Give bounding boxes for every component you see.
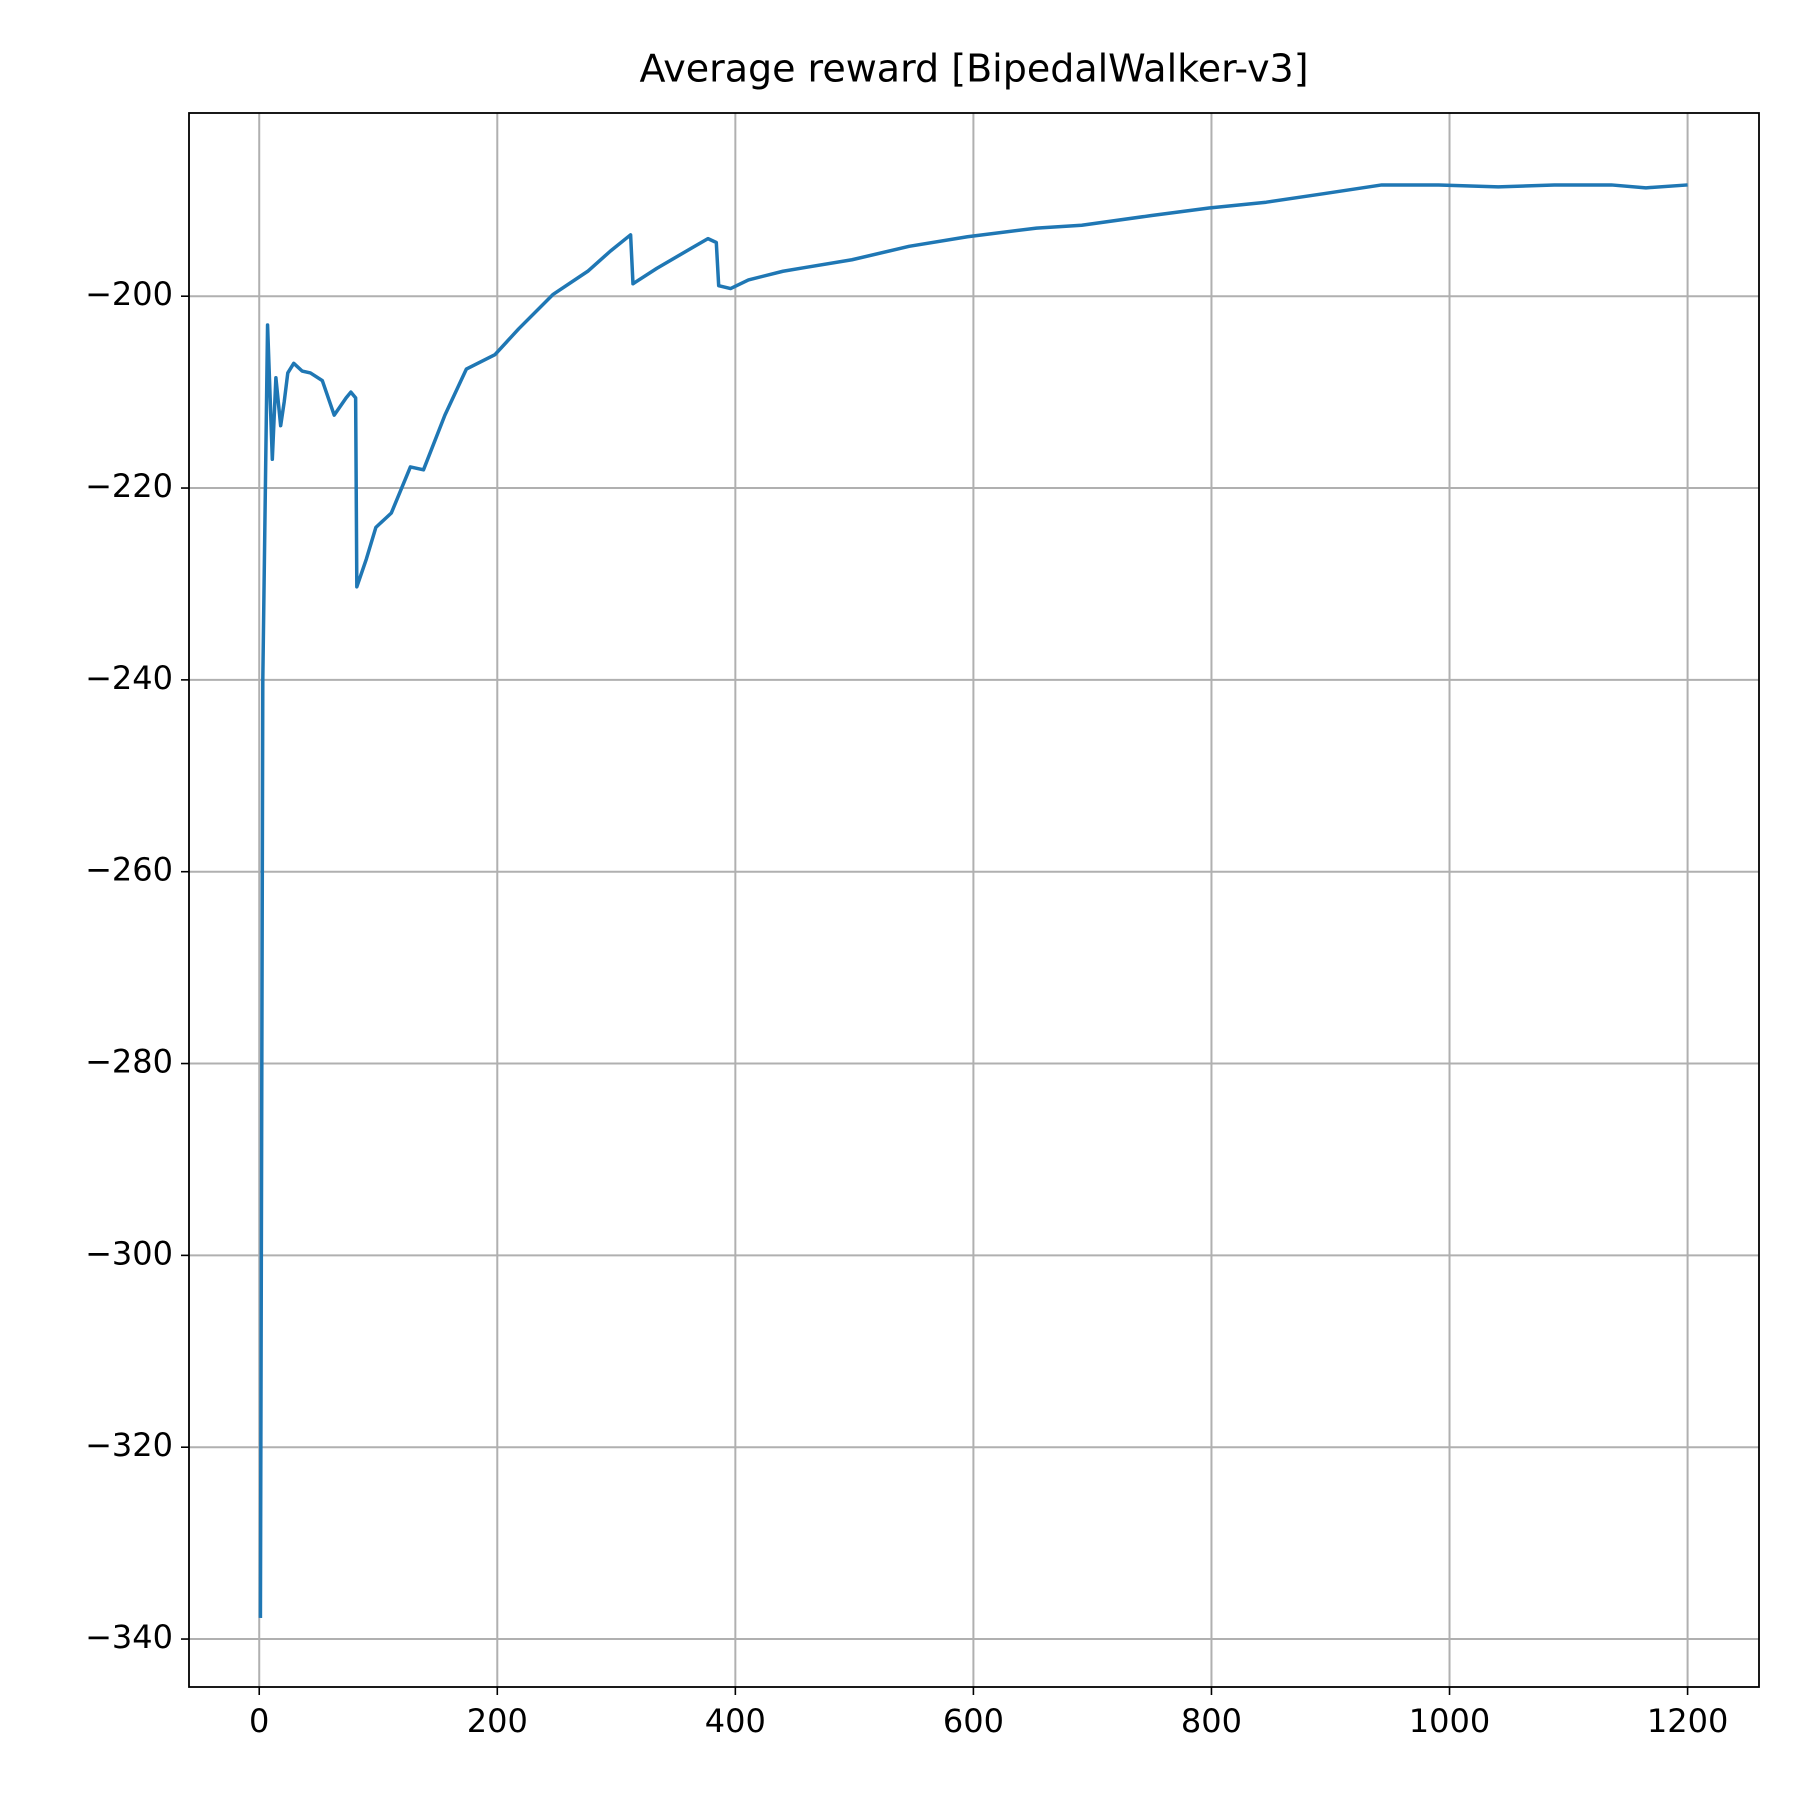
y-tick-label: −260 [85,851,173,889]
y-tick-label: −280 [85,1043,173,1081]
y-tick-label: −320 [85,1426,173,1464]
y-tick-label: −300 [85,1234,173,1272]
x-tick-label: 0 [249,1702,269,1740]
y-tick-label: −220 [85,467,173,505]
plot-frame [188,112,1760,1688]
x-tick-label: 800 [1181,1702,1242,1740]
y-tick-label: −200 [85,275,173,313]
x-tick-label: 1000 [1409,1702,1490,1740]
chart-title: Average reward [BipedalWalker-v3] [639,47,1308,91]
x-tick-label: 400 [705,1702,766,1740]
line-series [258,183,1688,1618]
y-tick-label: −340 [85,1618,173,1656]
y-tick-label: −240 [85,659,173,697]
x-tick-label: 200 [467,1702,528,1740]
x-tick-label: 1200 [1647,1702,1728,1740]
x-tick-label: 600 [943,1702,1004,1740]
